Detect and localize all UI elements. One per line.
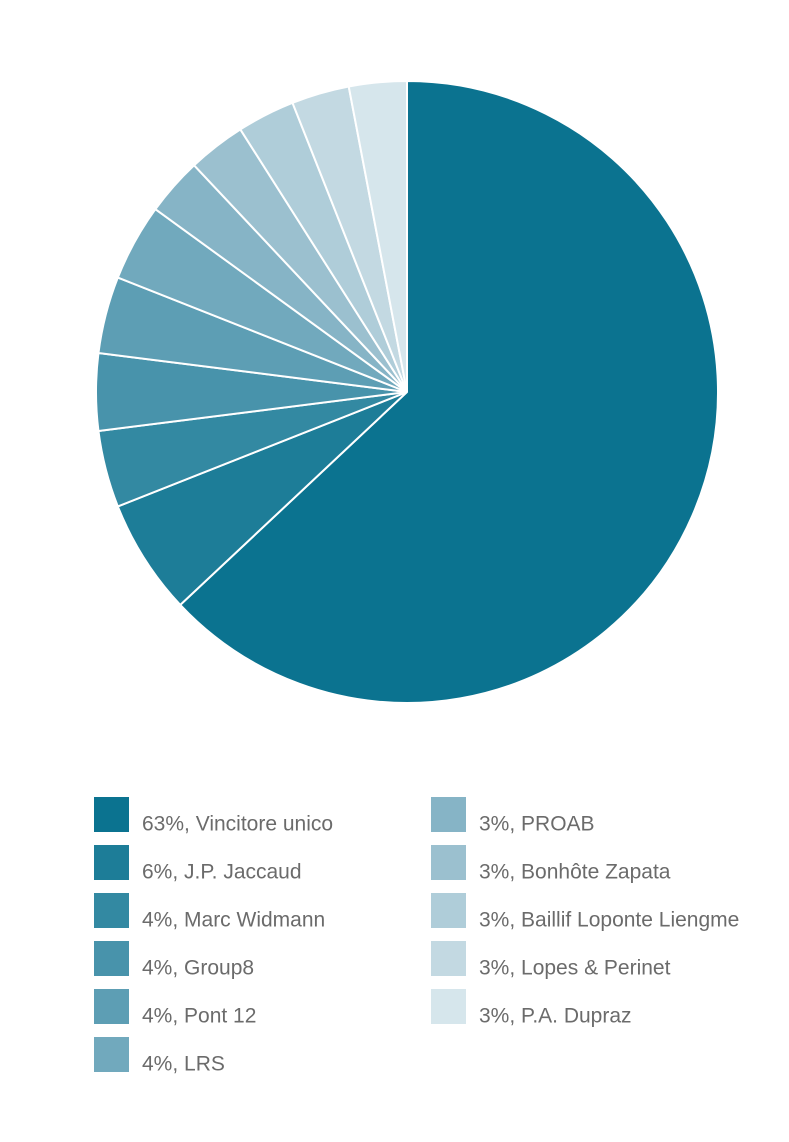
legend-swatch <box>94 1037 129 1072</box>
legend-label: 3%, Lopes & Perinet <box>479 957 671 980</box>
legend-swatch <box>94 989 129 1024</box>
legend-label: 4%, LRS <box>142 1053 225 1076</box>
legend-swatch <box>94 797 129 832</box>
legend-swatch <box>94 893 129 928</box>
legend-label: 6%, J.P. Jaccaud <box>142 861 302 884</box>
legend-label: 4%, Group8 <box>142 957 254 980</box>
legend-label: 3%, P.A. Dupraz <box>479 1005 632 1028</box>
legend-swatch <box>431 893 466 928</box>
legend-swatch <box>94 941 129 976</box>
legend-label: 3%, PROAB <box>479 813 595 836</box>
legend-label: 63%, Vincitore unico <box>142 813 333 836</box>
legend-swatch <box>431 989 466 1024</box>
legend-swatch <box>94 845 129 880</box>
legend-label: 3%, Bonhôte Zapata <box>479 861 671 884</box>
legend-label: 4%, Marc Widmann <box>142 909 325 932</box>
pie-slice <box>178 79 719 704</box>
legend-swatch <box>431 797 466 832</box>
legend-label: 4%, Pont 12 <box>142 1005 256 1028</box>
legend-swatch <box>431 941 466 976</box>
legend-label: 3%, Baillif Loponte Liengme <box>479 909 739 932</box>
pie-slice <box>347 79 408 393</box>
legend-swatch <box>431 845 466 880</box>
